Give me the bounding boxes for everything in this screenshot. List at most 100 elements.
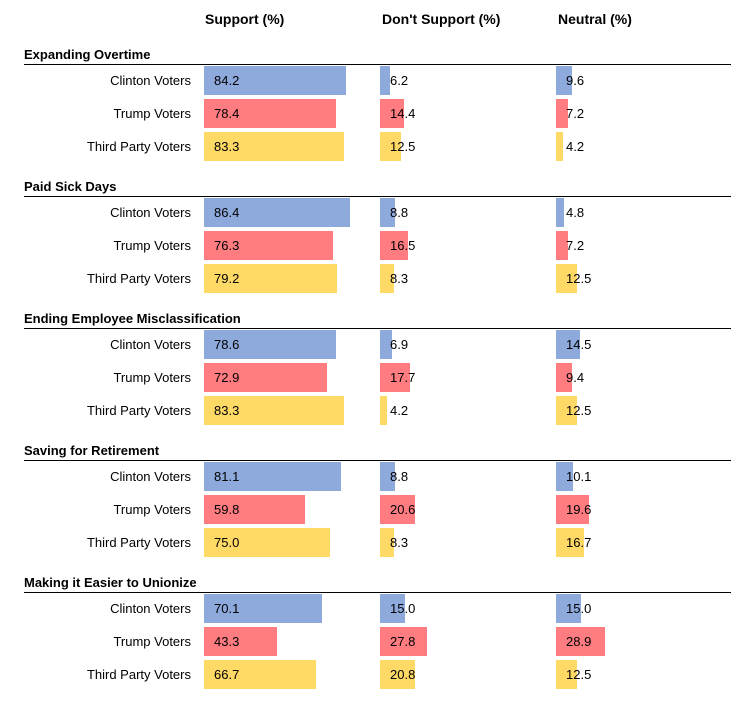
bar-support-third-party [204, 528, 330, 557]
bar-support-trump [204, 99, 336, 128]
row-label-trump: Trump Voters [113, 106, 191, 121]
row-label-clinton: Clinton Voters [110, 205, 191, 220]
row-label-trump: Trump Voters [113, 634, 191, 649]
bar-support-trump [204, 495, 305, 524]
section-title: Ending Employee Misclassification [24, 311, 241, 326]
bar-support-third-party [204, 264, 337, 293]
data-label: 16.7 [566, 535, 592, 550]
column-header-dont-support: Don't Support (%) [382, 11, 501, 27]
bar-dont-support-third-party [380, 396, 387, 425]
bar-support-clinton [204, 198, 350, 227]
bar-dont-support-clinton [380, 462, 395, 491]
data-label: 8.8 [390, 469, 409, 484]
section-divider [24, 460, 731, 461]
section-title: Expanding Overtime [24, 47, 151, 62]
bar-dont-support-third-party [380, 264, 394, 293]
bar-dont-support-clinton [380, 198, 395, 227]
bar-neutral-clinton [556, 330, 580, 359]
data-label: 28.9 [566, 634, 592, 649]
data-label: 27.8 [390, 634, 416, 649]
bar-neutral-trump [556, 363, 572, 392]
bar-dont-support-trump [380, 231, 408, 260]
section-divider [24, 64, 731, 65]
data-label: 9.6 [566, 73, 585, 88]
data-label: 66.7 [214, 667, 240, 682]
data-label: 4.2 [390, 403, 409, 418]
data-label: 76.3 [214, 238, 240, 253]
bar-neutral-clinton [556, 462, 573, 491]
data-label: 14.5 [566, 337, 592, 352]
row-label-trump: Trump Voters [113, 370, 191, 385]
bar-neutral-trump [556, 495, 589, 524]
data-label: 75.0 [214, 535, 240, 550]
data-label: 20.6 [390, 502, 416, 517]
data-label: 43.3 [214, 634, 240, 649]
bar-dont-support-trump [380, 99, 404, 128]
row-label-third-party: Third Party Voters [86, 535, 191, 550]
data-label: 19.6 [566, 502, 592, 517]
row-label-third-party: Third Party Voters [86, 667, 191, 682]
data-label: 4.2 [566, 139, 585, 154]
data-label: 72.9 [214, 370, 240, 385]
data-label: 84.2 [214, 73, 240, 88]
row-label-trump: Trump Voters [113, 238, 191, 253]
data-label: 12.5 [566, 271, 592, 286]
data-label: 78.6 [214, 337, 240, 352]
data-label: 83.3 [214, 139, 240, 154]
data-label: 17.7 [390, 370, 416, 385]
row-label-third-party: Third Party Voters [86, 271, 191, 286]
bar-neutral-third-party [556, 132, 563, 161]
data-label: 9.4 [566, 370, 585, 385]
section-divider [24, 592, 731, 593]
section-title: Making it Easier to Unionize [24, 575, 197, 590]
bar-support-third-party [204, 660, 316, 689]
data-label: 14.4 [390, 106, 416, 121]
data-label: 7.2 [566, 238, 585, 253]
data-label: 8.3 [390, 271, 409, 286]
bar-dont-support-clinton [380, 66, 390, 95]
row-label-third-party: Third Party Voters [86, 139, 191, 154]
row-label-clinton: Clinton Voters [110, 469, 191, 484]
data-label: 15.0 [390, 601, 416, 616]
bar-support-clinton [204, 66, 346, 95]
data-label: 8.3 [390, 535, 409, 550]
row-label-third-party: Third Party Voters [86, 403, 191, 418]
bar-neutral-trump [556, 231, 568, 260]
bar-support-third-party [204, 132, 344, 161]
row-label-clinton: Clinton Voters [110, 73, 191, 88]
data-label: 12.5 [390, 139, 416, 154]
data-label: 81.1 [214, 469, 240, 484]
row-label-trump: Trump Voters [113, 502, 191, 517]
section-divider [24, 328, 731, 329]
bar-dont-support-clinton [380, 594, 405, 623]
bar-dont-support-third-party [380, 132, 401, 161]
bar-dont-support-third-party [380, 660, 415, 689]
data-label: 86.4 [214, 205, 240, 220]
bar-neutral-third-party [556, 660, 577, 689]
data-label: 59.8 [214, 502, 240, 517]
data-label: 70.1 [214, 601, 240, 616]
column-header-support: Support (%) [205, 11, 285, 27]
data-label: 12.5 [566, 403, 592, 418]
data-label: 78.4 [214, 106, 240, 121]
bar-neutral-clinton [556, 66, 572, 95]
bar-support-third-party [204, 396, 344, 425]
data-label: 12.5 [566, 667, 592, 682]
section-title: Saving for Retirement [24, 443, 160, 458]
data-label: 8.8 [390, 205, 409, 220]
row-label-clinton: Clinton Voters [110, 337, 191, 352]
data-label: 4.8 [566, 205, 585, 220]
data-label: 10.1 [566, 469, 592, 484]
bar-support-trump [204, 627, 277, 656]
bar-dont-support-trump [380, 363, 410, 392]
bar-neutral-clinton [556, 594, 581, 623]
row-label-clinton: Clinton Voters [110, 601, 191, 616]
data-label: 15.0 [566, 601, 592, 616]
bar-neutral-clinton [556, 198, 564, 227]
data-label: 83.3 [214, 403, 240, 418]
bar-support-clinton [204, 330, 336, 359]
bar-dont-support-clinton [380, 330, 392, 359]
bar-neutral-trump [556, 627, 605, 656]
bar-support-trump [204, 231, 333, 260]
